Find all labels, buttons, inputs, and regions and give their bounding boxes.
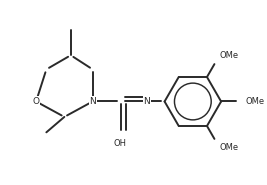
- Text: OMe: OMe: [219, 143, 238, 152]
- Text: N: N: [143, 97, 150, 106]
- Text: OMe: OMe: [246, 97, 265, 106]
- Text: O: O: [33, 97, 40, 106]
- Text: OH: OH: [113, 139, 126, 148]
- Text: OMe: OMe: [219, 51, 238, 60]
- Text: N: N: [89, 97, 96, 106]
